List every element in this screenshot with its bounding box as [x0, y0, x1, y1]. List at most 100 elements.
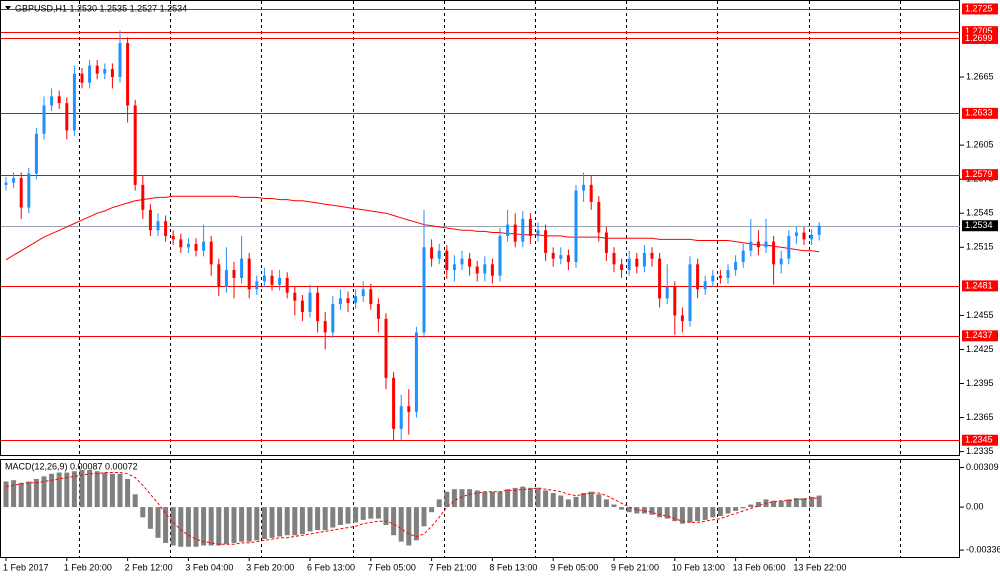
candle-body	[764, 241, 768, 248]
chart-title: GBPUSD,H1 1.2530 1.2535 1.2527 1.2534	[15, 3, 187, 13]
macd-bar	[634, 507, 640, 514]
candle-body	[460, 258, 464, 265]
macd-bar	[672, 507, 678, 522]
macd-bar	[649, 507, 655, 515]
candle-body	[369, 289, 373, 305]
macd-bar	[353, 507, 359, 523]
candle-body	[392, 377, 396, 429]
y-tick-label: 1.2515	[966, 242, 994, 252]
y-tick-label: 1.2365	[966, 412, 994, 422]
candle-body	[627, 258, 631, 270]
macd-bar	[619, 507, 625, 510]
macd-bar	[140, 507, 146, 518]
level-label: 1.2633	[965, 108, 993, 118]
macd-pane-frame	[0, 459, 960, 558]
candle-body	[65, 103, 69, 131]
candle-body	[696, 264, 700, 290]
macd-bar	[474, 490, 480, 508]
level-label: 1.2579	[965, 169, 993, 179]
candle-body	[772, 241, 776, 265]
macd-bar	[687, 507, 693, 523]
candle-body	[110, 69, 114, 78]
macd-bar	[277, 507, 283, 537]
candle-body	[217, 264, 221, 288]
candle-body	[4, 182, 8, 185]
x-tick-label: 9 Feb 21:00	[611, 562, 659, 572]
macd-bar	[543, 490, 549, 508]
macd-bar	[87, 469, 93, 508]
level-label-box	[962, 280, 998, 292]
candle-body	[407, 406, 411, 412]
macd-bar	[573, 496, 579, 508]
macd-bar	[611, 504, 617, 508]
macd-bar	[801, 498, 807, 508]
candle-body	[650, 252, 654, 259]
candle-body	[787, 235, 791, 259]
macd-bar	[467, 489, 473, 508]
x-tick-label: 13 Feb 22:00	[793, 562, 846, 572]
macd-bar	[307, 507, 313, 532]
candle-body	[103, 69, 107, 74]
candle-body	[338, 298, 342, 305]
x-tick-label: 1 Feb 20:00	[64, 562, 112, 572]
candle-body	[399, 406, 403, 429]
x-tick-label: 8 Feb 13:00	[489, 562, 537, 572]
macd-bar	[816, 495, 822, 508]
macd-bar	[710, 507, 716, 518]
macd-bar	[520, 486, 526, 508]
macd-bar	[269, 507, 275, 538]
candle-body	[209, 241, 213, 265]
macd-bar	[778, 500, 784, 508]
candle-body	[437, 250, 441, 259]
y-tick-label: 1.2605	[966, 140, 994, 150]
macd-bar	[695, 507, 701, 522]
candle-body	[308, 292, 312, 312]
macd-bar	[292, 507, 298, 536]
macd-bar	[657, 507, 663, 518]
macd-bar	[41, 476, 47, 508]
candle-body	[179, 239, 183, 248]
candle-body	[354, 296, 358, 303]
candle-body	[414, 332, 418, 412]
current-price-box	[962, 220, 998, 232]
level-label-box	[962, 169, 998, 181]
candle-body	[50, 96, 54, 106]
candle-body	[202, 241, 206, 251]
candle-body	[536, 230, 540, 236]
candle-body	[741, 250, 745, 263]
candle-body	[498, 235, 502, 276]
candle-body	[34, 133, 38, 174]
candle-body	[285, 277, 289, 293]
candle-body	[726, 269, 730, 278]
level-label-box	[962, 107, 998, 119]
macd-bar	[725, 507, 731, 514]
candle-body	[642, 252, 646, 267]
macd-bar	[64, 472, 70, 508]
macd-bar	[33, 478, 39, 508]
candle-body	[247, 258, 251, 290]
candle-body	[422, 247, 426, 333]
macd-bar	[132, 494, 138, 508]
macd-bar	[451, 489, 457, 508]
collapse-icon[interactable]	[5, 6, 11, 10]
macd-bar	[512, 487, 518, 508]
candle-body	[779, 258, 783, 265]
macd-bar	[793, 498, 799, 508]
macd-bar	[733, 507, 739, 511]
macd-bar	[375, 507, 381, 519]
level-label-box	[962, 330, 998, 342]
macd-bar	[489, 491, 495, 508]
candle-body	[658, 258, 662, 299]
macd-bar	[125, 478, 131, 508]
candle-body	[665, 287, 669, 299]
candle-body	[80, 73, 84, 83]
macd-bar	[565, 499, 571, 508]
candle-body	[589, 184, 593, 202]
macd-bar	[94, 471, 100, 508]
macd-bar	[49, 473, 55, 508]
level-label: 1.2705	[965, 26, 993, 36]
candle-body	[262, 275, 266, 282]
macd-bar	[482, 491, 488, 508]
candle-body	[810, 234, 814, 240]
